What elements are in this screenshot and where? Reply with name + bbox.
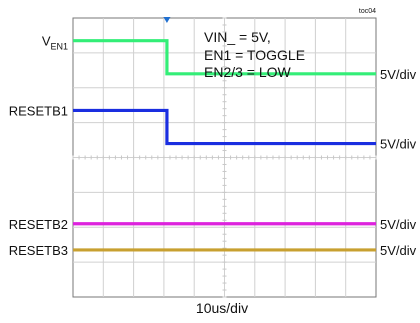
annotation-block: VIN_ = 5V, EN1 = TOGGLE EN2/3 = LOW (204, 29, 305, 80)
labels: VEN1 5V/div RESETB1 5V/div RESETB2 5V/div RESE… (9, 34, 417, 258)
channel-label: RESETB1 (9, 103, 68, 118)
annotation-line-3: EN2/3 = LOW (204, 64, 292, 80)
channel-label: RESETB3 (9, 243, 68, 258)
scale-label: 5V/div (380, 217, 417, 232)
traces (73, 39, 376, 252)
scale-label: 5V/div (380, 137, 417, 152)
trigger-marker-icon (163, 17, 171, 23)
figure-id: toc04 (359, 8, 376, 15)
x-axis-label: 10us/div (196, 300, 248, 316)
channel-label: VEN1 (42, 34, 68, 52)
annotation-line-1: VIN_ = 5V, (204, 29, 271, 45)
annotation-line-2: EN1 = TOGGLE (204, 47, 305, 63)
scale-label: 5V/div (380, 243, 417, 258)
channel-label: RESETB2 (9, 217, 68, 232)
trace-resetb1 (73, 108, 376, 146)
scale-label: 5V/div (380, 67, 417, 82)
trace-v (73, 39, 376, 76)
